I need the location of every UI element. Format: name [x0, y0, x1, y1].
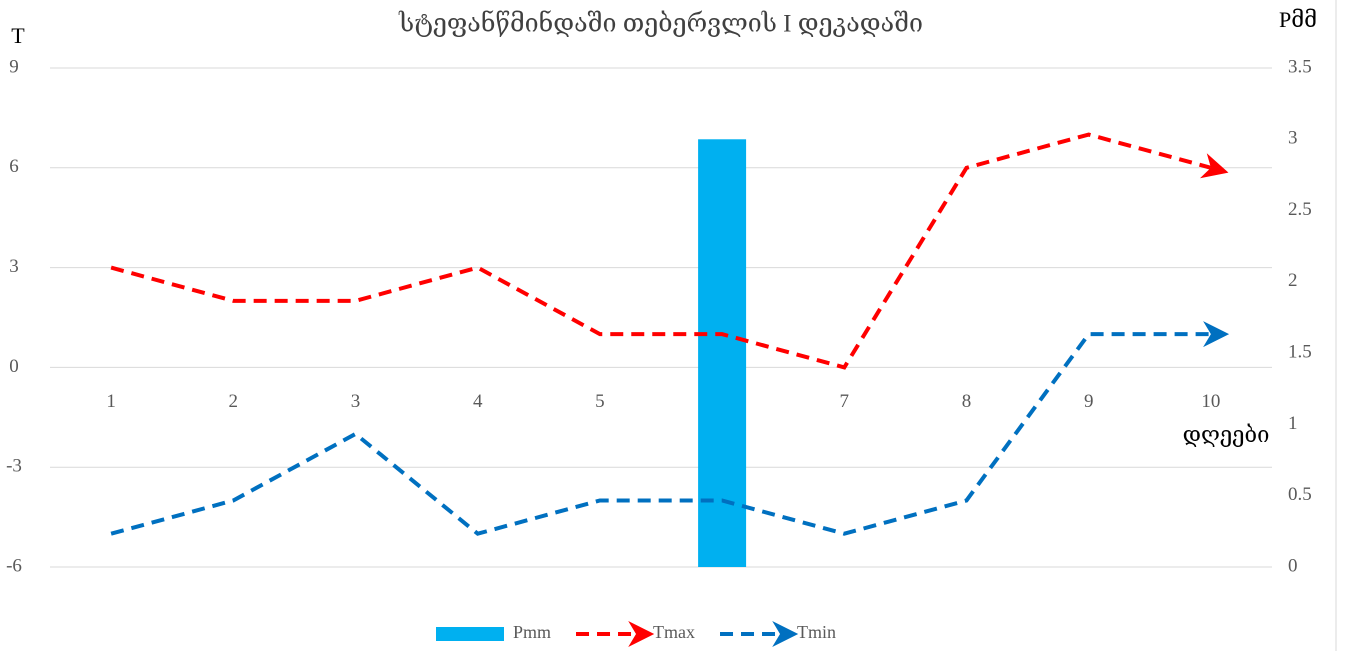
- bar: [698, 139, 747, 568]
- y2-tick-label: 1: [1288, 413, 1298, 434]
- x-tick-label: 4: [473, 391, 483, 412]
- legend-swatch: [436, 627, 504, 641]
- x-tick-label: 2: [229, 391, 239, 412]
- legend-item: Pmm: [436, 622, 551, 642]
- legend-item: Tmin: [720, 621, 836, 647]
- legend-label: Pmm: [513, 622, 551, 642]
- y-tick-label: -3: [6, 456, 22, 477]
- y2-tick-label: 3: [1288, 128, 1298, 149]
- x-tick-label: 3: [351, 391, 361, 412]
- line-series: [110, 132, 1229, 370]
- y2-tick-label: 0.5: [1288, 484, 1312, 505]
- x-tick-label: 8: [962, 391, 972, 412]
- y2-tick-label: 3.5: [1288, 56, 1312, 77]
- legend-label: Tmin: [797, 622, 836, 642]
- y2-axis-title: Pმმ: [1279, 7, 1317, 32]
- y-tick-label: 3: [9, 256, 19, 277]
- y-tick-label: 0: [9, 356, 19, 377]
- x-axis-title: დღეები: [1183, 422, 1270, 447]
- legend-item: Tmax: [576, 621, 695, 647]
- x-tick-label: 9: [1084, 391, 1094, 412]
- legend-label: Tmax: [653, 622, 695, 642]
- y2-tick-label: 0: [1288, 555, 1298, 576]
- y-tick-label: -6: [6, 555, 22, 576]
- x-tick-label: 1: [106, 391, 116, 412]
- x-tick-label: 7: [840, 391, 850, 412]
- x-tick-label: 5: [595, 391, 605, 412]
- chart-title: სტეფანწმინდაში თებერვლის I დეკადაში: [398, 11, 923, 38]
- x-tick-label: 10: [1201, 391, 1220, 412]
- y2-tick-label: 2.5: [1288, 199, 1312, 220]
- y-axis-title: T: [11, 23, 25, 48]
- y2-tick-label: 1.5: [1288, 342, 1312, 363]
- y-tick-label: 9: [9, 56, 19, 77]
- y2-tick-label: 2: [1288, 270, 1298, 291]
- line-series: [110, 321, 1230, 536]
- y-tick-label: 6: [9, 156, 19, 177]
